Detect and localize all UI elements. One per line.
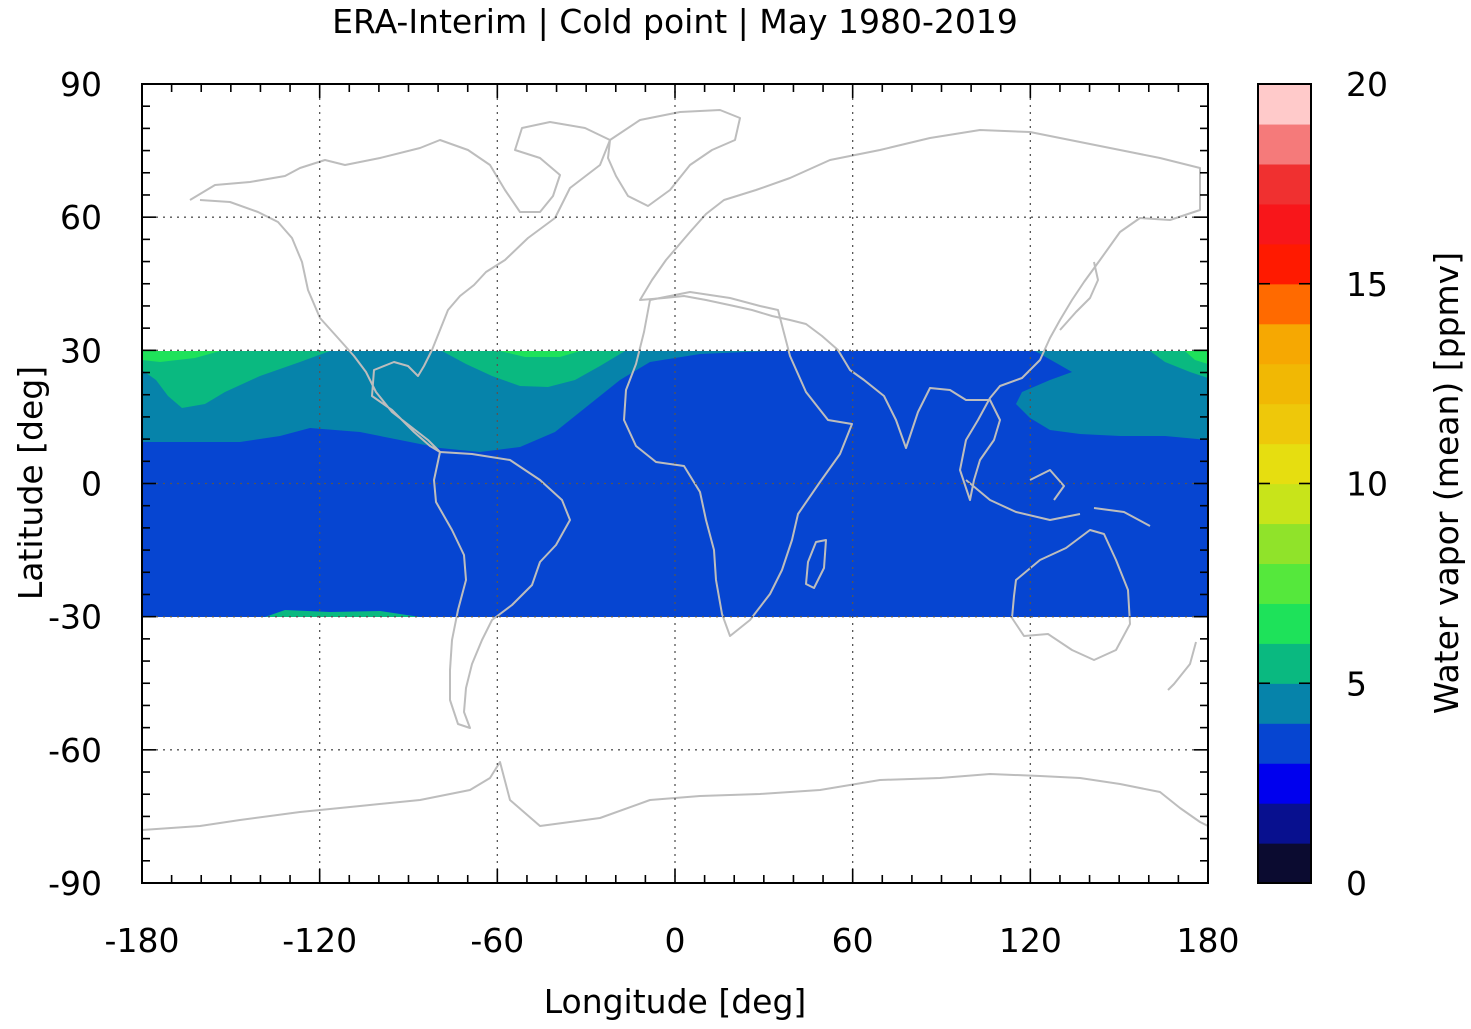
coastline-africa [623, 291, 853, 637]
colorbar-swatch [1258, 323, 1311, 365]
coastline-new-zealand [1167, 641, 1197, 691]
gridlines [142, 84, 1208, 883]
colorbar-swatch [1258, 84, 1311, 125]
field-high-patch-3 [1185, 351, 1208, 364]
colorbar-swatch [1258, 523, 1311, 564]
coastline-madagascar [805, 539, 827, 589]
x-tick-label: -120 [282, 921, 357, 960]
colorbar-swatch [1258, 443, 1311, 485]
x-axis-label: Longitude [deg] [544, 982, 807, 1021]
colorbar-swatch [1258, 763, 1311, 804]
colorbar-tick-label: 20 [1346, 65, 1388, 104]
y-tick-label: -60 [48, 731, 102, 770]
field-west-pacific-contour [1016, 351, 1208, 440]
y-tick-label: 90 [60, 65, 102, 104]
field-central-pacific-contour [142, 351, 330, 408]
colorbar-swatch [1258, 683, 1311, 724]
coastline-japan [1059, 261, 1099, 331]
field-high-patch-1 [142, 351, 220, 362]
x-tick-label: 180 [1177, 921, 1240, 960]
coastline-greenland [607, 109, 741, 207]
x-tick-label: 60 [832, 921, 874, 960]
y-tick-label: -90 [48, 864, 102, 903]
colorbar-swatch [1258, 483, 1311, 525]
field-south-pacific-contour [265, 610, 420, 617]
colorbar-swatch [1258, 843, 1311, 884]
y-tick-label: -30 [48, 598, 102, 637]
coastline-australia [1011, 529, 1131, 661]
colorbar-swatch [1258, 723, 1311, 764]
colorbar-tick-label: 5 [1346, 664, 1367, 703]
y-tick-label: 0 [81, 465, 102, 504]
coastline-south-america [433, 451, 571, 729]
colorbar-swatch [1258, 243, 1311, 285]
coastline-north-america [189, 121, 611, 453]
field-east-pacific-contour [142, 351, 770, 452]
colorbar-swatch [1258, 643, 1311, 684]
x-tick-label: 0 [665, 921, 686, 960]
field-high-patch-2 [500, 351, 580, 357]
chart-title: ERA-Interim | Cold point | May 1980-2019 [332, 2, 1018, 41]
colorbar: 0 5 10 15 20 [1257, 65, 1388, 903]
colorbar-swatch [1258, 803, 1311, 844]
plot-frame [141, 83, 1209, 884]
colorbar-swatch [1258, 203, 1311, 245]
colorbar-tick-label: 10 [1346, 465, 1388, 504]
coastline-eurasia [639, 129, 1201, 501]
x-axis: -180 -120 -60 0 60 120 180 [105, 84, 1240, 960]
colorbar-swatch [1258, 363, 1311, 405]
y-tick-label: 60 [60, 198, 102, 237]
coastline-southeast-asia-islands [965, 469, 1151, 527]
colorbar-tick-label: 0 [1346, 864, 1367, 903]
colorbar-swatch [1258, 403, 1311, 445]
colorbar-swatch [1258, 123, 1311, 165]
y-axis-label: Latitude [deg] [11, 366, 50, 600]
colorbar-swatch [1258, 163, 1311, 205]
colorbar-swatch [1258, 603, 1311, 644]
x-tick-label: 120 [999, 921, 1062, 960]
y-axis: 90 60 30 0 -30 -60 -90 [48, 65, 1208, 903]
field-atlantic-contour [442, 351, 625, 387]
y-tick-label: 30 [60, 331, 102, 370]
colorbar-label: Water vapor (mean) [ppmv] [1427, 252, 1466, 714]
x-tick-label: -60 [470, 921, 524, 960]
colorbar-tick-label: 15 [1346, 265, 1388, 304]
colorbar-swatch [1258, 563, 1311, 604]
x-tick-label: -180 [105, 921, 180, 960]
colorbar-swatch [1258, 283, 1311, 325]
